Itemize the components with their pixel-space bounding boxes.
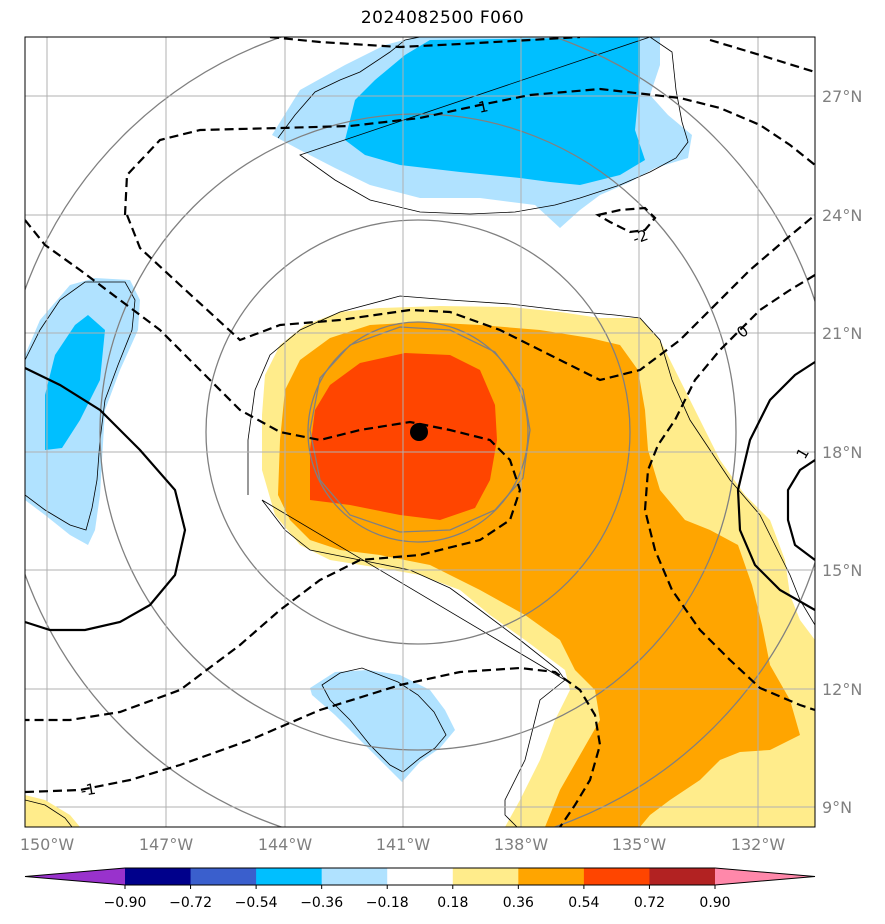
solid-contour-east bbox=[736, 361, 815, 611]
lon-label: 144°W bbox=[258, 835, 313, 854]
thin-contour-west bbox=[25, 281, 136, 531]
range-rings bbox=[25, 37, 815, 827]
neg-strong-west bbox=[45, 315, 105, 450]
lon-label: 150°W bbox=[20, 835, 75, 854]
lon-label: 138°W bbox=[494, 835, 549, 854]
colorbar-tick-label: −0.18 bbox=[366, 895, 409, 911]
map-title: 2024082500 F060 bbox=[360, 8, 525, 28]
lat-label: 18°N bbox=[822, 443, 862, 462]
colorbar-segment bbox=[583, 868, 650, 885]
colorbar-tick-label: −0.54 bbox=[235, 895, 278, 911]
thin-contour-sw bbox=[25, 799, 73, 827]
colorbar: −0.90 −0.72 −0.54 −0.36 −0.18 0.18 0.36 0.54 0.7… bbox=[24, 867, 816, 911]
dashed-contours bbox=[25, 37, 815, 827]
contour-label-south: -1 bbox=[79, 780, 97, 800]
contour-minus1-top bbox=[269, 37, 815, 74]
lon-label: 141°W bbox=[376, 835, 431, 854]
solid-contour-east-inner bbox=[786, 459, 815, 561]
colorbar-tick-label: −0.36 bbox=[300, 895, 343, 911]
colorbar-tick-label: 0.36 bbox=[503, 895, 534, 911]
lat-label: 9°N bbox=[822, 798, 852, 817]
contour-label-north: 1 bbox=[477, 97, 490, 117]
neg-weak-south bbox=[310, 670, 455, 782]
colorbar-tick-label: 0.72 bbox=[634, 895, 665, 911]
colorbar-tick-label: 0.90 bbox=[699, 895, 730, 911]
colorbar-tick-label: 0.54 bbox=[568, 895, 599, 911]
longitude-labels: 150°W 147°W 144°W 141°W 138°W 135°W 132°… bbox=[20, 835, 786, 854]
lat-label: 24°N bbox=[822, 206, 862, 225]
thin-contour-south bbox=[321, 667, 447, 773]
colorbar-segment bbox=[387, 868, 454, 885]
colorbar-extend-min bbox=[25, 868, 125, 885]
lat-label: 27°N bbox=[822, 87, 862, 106]
colorbar-segment bbox=[256, 868, 323, 885]
contour-zero bbox=[643, 274, 815, 712]
contour-minus1-center bbox=[25, 219, 522, 722]
lon-label: 147°W bbox=[139, 835, 194, 854]
colorbar-segment bbox=[518, 868, 585, 885]
contour-minus1-nw bbox=[125, 214, 815, 382]
colorbar-segment bbox=[190, 868, 257, 885]
contour-minus1-south bbox=[25, 666, 602, 827]
neg-strong-north bbox=[345, 37, 645, 185]
map-area: 1 -2 0 1 -1 bbox=[25, 37, 815, 827]
storm-center-marker bbox=[410, 423, 428, 441]
inner-ring bbox=[309, 326, 531, 533]
colorbar-extend-max bbox=[715, 868, 815, 885]
lon-label: 135°W bbox=[612, 835, 667, 854]
lat-label: 15°N bbox=[822, 561, 862, 580]
shading bbox=[25, 37, 815, 827]
colorbar-segment bbox=[125, 868, 192, 885]
colorbar-segment bbox=[321, 868, 388, 885]
solid-contour-west bbox=[25, 367, 187, 632]
contour-label-minus2: -2 bbox=[630, 226, 650, 248]
lon-label: 132°W bbox=[731, 835, 786, 854]
contour-minus1-north bbox=[123, 87, 815, 216]
solid-contours bbox=[25, 361, 815, 632]
map-frame bbox=[24, 36, 816, 828]
colorbar-tick-label: −0.90 bbox=[104, 895, 147, 911]
colorbar-tick-label: 0.18 bbox=[437, 895, 468, 911]
colorbar-segment bbox=[452, 868, 519, 885]
lat-label: 12°N bbox=[822, 680, 862, 699]
lat-label: 21°N bbox=[822, 324, 862, 343]
latitude-labels: 27°N 24°N 21°N 18°N 15°N 12°N 9°N bbox=[822, 87, 862, 817]
colorbar-segment bbox=[649, 868, 716, 885]
colorbar-tick-label: −0.72 bbox=[169, 895, 212, 911]
